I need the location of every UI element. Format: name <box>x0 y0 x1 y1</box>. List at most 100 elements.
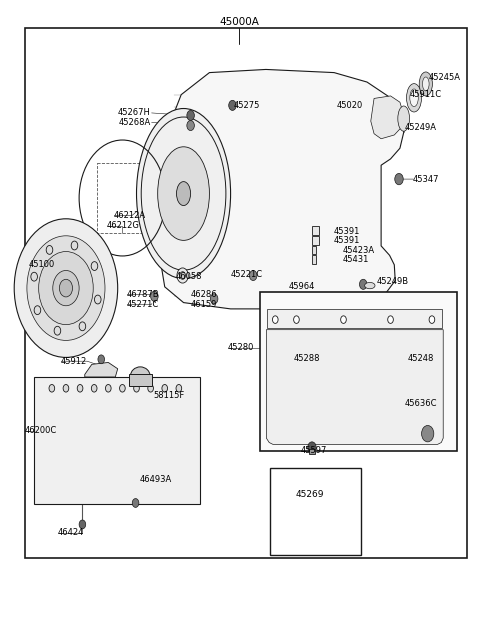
Circle shape <box>79 520 86 529</box>
Circle shape <box>34 305 41 314</box>
Circle shape <box>395 174 403 185</box>
Text: 45347: 45347 <box>413 175 439 184</box>
Text: 45911C: 45911C <box>409 90 442 99</box>
Circle shape <box>39 251 93 325</box>
Circle shape <box>63 385 69 392</box>
Polygon shape <box>266 330 443 444</box>
Text: 46286: 46286 <box>191 290 217 299</box>
Circle shape <box>95 295 101 304</box>
Circle shape <box>210 294 218 304</box>
Polygon shape <box>267 309 442 328</box>
Circle shape <box>91 385 97 392</box>
Text: 46787B: 46787B <box>126 290 159 299</box>
Text: 46424: 46424 <box>58 528 84 537</box>
Ellipse shape <box>419 72 432 96</box>
Text: 45288: 45288 <box>294 354 320 363</box>
Circle shape <box>54 326 61 335</box>
Circle shape <box>77 385 83 392</box>
Text: 45597: 45597 <box>300 446 326 455</box>
Circle shape <box>180 272 185 279</box>
Circle shape <box>273 316 278 323</box>
Bar <box>260 292 457 451</box>
Circle shape <box>46 246 53 255</box>
Text: 45020: 45020 <box>336 101 363 110</box>
Circle shape <box>177 268 188 283</box>
Text: 45636C: 45636C <box>404 399 437 408</box>
Bar <box>312 236 319 244</box>
Circle shape <box>106 385 111 392</box>
Text: 45271C: 45271C <box>126 300 158 309</box>
Polygon shape <box>160 69 404 309</box>
Text: 45269: 45269 <box>295 491 324 499</box>
Circle shape <box>14 219 118 358</box>
Circle shape <box>71 241 78 250</box>
Text: 46212G: 46212G <box>107 221 139 230</box>
Circle shape <box>228 100 236 111</box>
Bar <box>312 246 316 254</box>
Ellipse shape <box>407 84 421 112</box>
Ellipse shape <box>422 77 429 91</box>
Text: 46159: 46159 <box>191 300 217 309</box>
Circle shape <box>148 385 154 392</box>
Text: 45280: 45280 <box>228 343 254 352</box>
Circle shape <box>91 262 98 271</box>
Ellipse shape <box>398 106 409 131</box>
Text: 46493A: 46493A <box>139 475 171 484</box>
Text: 45248: 45248 <box>408 354 434 363</box>
Circle shape <box>120 385 125 392</box>
Text: 45100: 45100 <box>28 260 55 269</box>
Text: 46058: 46058 <box>176 271 202 280</box>
Circle shape <box>294 316 299 323</box>
Text: 58115F: 58115F <box>154 391 185 400</box>
Text: 45267H: 45267H <box>118 109 151 118</box>
Circle shape <box>421 426 434 442</box>
Text: 45912: 45912 <box>60 357 86 366</box>
Circle shape <box>187 120 194 131</box>
Circle shape <box>27 236 105 340</box>
Polygon shape <box>371 96 404 139</box>
Ellipse shape <box>177 181 191 206</box>
Text: 45391: 45391 <box>334 227 360 236</box>
Ellipse shape <box>410 89 418 107</box>
Text: 45964: 45964 <box>289 282 315 291</box>
Circle shape <box>79 322 86 331</box>
Ellipse shape <box>131 367 150 386</box>
Circle shape <box>388 316 393 323</box>
Text: 45221C: 45221C <box>230 270 263 279</box>
Ellipse shape <box>365 282 375 289</box>
Ellipse shape <box>136 109 230 278</box>
Circle shape <box>98 355 105 364</box>
Text: 45423A: 45423A <box>343 246 375 255</box>
Bar <box>309 449 315 454</box>
Polygon shape <box>85 363 118 377</box>
Circle shape <box>360 279 367 289</box>
Text: 45268A: 45268A <box>119 118 151 127</box>
Circle shape <box>308 442 316 453</box>
Text: 45249A: 45249A <box>405 123 437 132</box>
Circle shape <box>176 385 181 392</box>
Circle shape <box>429 316 435 323</box>
Bar <box>35 377 200 504</box>
Circle shape <box>162 385 168 392</box>
Bar <box>270 467 361 555</box>
Circle shape <box>134 385 139 392</box>
Circle shape <box>31 272 37 281</box>
Bar <box>24 28 467 557</box>
Text: 45391: 45391 <box>334 237 360 246</box>
Text: 45275: 45275 <box>234 101 260 110</box>
Circle shape <box>187 111 194 120</box>
Circle shape <box>53 271 79 305</box>
Circle shape <box>250 271 257 280</box>
Text: 45431: 45431 <box>343 255 369 264</box>
Ellipse shape <box>157 147 209 240</box>
Circle shape <box>132 498 139 507</box>
Circle shape <box>151 291 158 302</box>
Bar <box>129 374 152 386</box>
Bar <box>312 226 319 235</box>
Circle shape <box>341 316 346 323</box>
Bar <box>312 255 316 264</box>
Text: 46200C: 46200C <box>24 426 57 435</box>
Text: 45000A: 45000A <box>219 17 259 26</box>
Circle shape <box>49 385 55 392</box>
Text: 45249B: 45249B <box>376 276 408 285</box>
